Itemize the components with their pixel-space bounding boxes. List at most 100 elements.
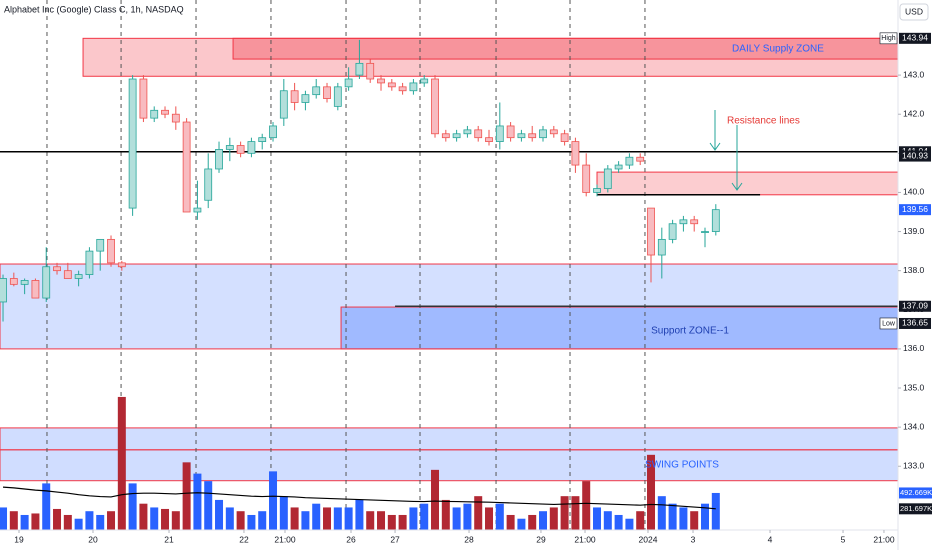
y-tick-label: 139.0 — [903, 226, 925, 236]
price-axis — [898, 0, 932, 550]
volume-bar — [53, 508, 62, 530]
volume-bar — [63, 514, 72, 530]
volume-bar — [679, 507, 688, 530]
currency-box[interactable] — [899, 3, 929, 21]
candle-body — [366, 62, 375, 80]
candle-body — [463, 129, 472, 135]
candle-body — [495, 125, 504, 142]
chart-title: Alphabet Inc (Google) Class C, 1h, NASDA… — [4, 4, 184, 14]
volume-bar — [85, 511, 94, 530]
price-label: 143.94 — [902, 33, 928, 43]
y-tick-label: 143.0 — [903, 69, 925, 79]
y-tick-label: 135.0 — [903, 382, 925, 392]
zone — [82, 37, 899, 77]
price-label: 140.93 — [902, 150, 928, 160]
volume-bar — [333, 507, 342, 530]
volume-bar — [549, 507, 558, 530]
candle-body — [9, 278, 18, 285]
candle-body — [441, 133, 450, 139]
candle-body — [182, 121, 191, 213]
candle-body — [506, 125, 515, 139]
volume-bar — [614, 514, 623, 530]
volume-bar — [301, 511, 310, 530]
candle-body — [107, 238, 115, 264]
candle-body — [139, 78, 148, 119]
volume-bar — [193, 473, 202, 530]
x-tick-label: 5 — [841, 534, 846, 544]
volume-bar — [0, 507, 8, 530]
volume-bar — [647, 454, 656, 530]
volume-bar — [139, 503, 148, 530]
candle-body — [96, 238, 105, 252]
candle-body — [582, 164, 591, 193]
candle-body — [398, 86, 407, 92]
candle-body — [668, 223, 677, 240]
candle-body — [647, 207, 655, 256]
volume-bar — [269, 471, 278, 530]
zone — [596, 171, 899, 196]
candle-body — [225, 145, 234, 150]
volume-bar — [452, 507, 461, 530]
horizontal-lines — [0, 151, 898, 308]
volume-bar — [9, 511, 18, 530]
candle-body — [549, 129, 558, 135]
candle-body — [301, 94, 310, 103]
volume-bar — [668, 503, 677, 530]
candle-body — [53, 266, 61, 272]
x-tick-label: 19 — [14, 534, 24, 544]
volume-bar — [474, 496, 483, 530]
candle-body — [420, 78, 429, 84]
candle-body — [690, 219, 699, 225]
candle-body — [679, 219, 688, 225]
arrow-head — [709, 142, 721, 151]
volume-bar — [312, 503, 321, 530]
currency: USD — [905, 6, 923, 16]
candle-body — [161, 109, 169, 115]
volume-bar — [571, 496, 580, 530]
volume-bar — [398, 514, 407, 530]
volume-bar — [431, 469, 440, 530]
x-tick-label: 28 — [464, 534, 474, 544]
candle-body — [517, 133, 526, 139]
y-tick-label: 136.0 — [903, 343, 925, 353]
volume-label: 492.669K — [900, 488, 932, 497]
volume-bar — [258, 511, 267, 530]
candle-body — [247, 141, 256, 154]
candle-body — [279, 90, 288, 119]
volume-bar — [528, 514, 537, 530]
zone-label: DAILY Supply ZONE — [732, 44, 824, 55]
candle-body — [431, 78, 439, 135]
volume-bar — [387, 514, 396, 530]
x-tick-label: 3 — [691, 534, 696, 544]
volume-bar — [215, 499, 224, 530]
candle-body — [150, 109, 159, 119]
volume-bar — [441, 499, 450, 530]
candle-body — [528, 133, 537, 139]
candle-body — [474, 129, 483, 139]
price-label: 139.56 — [902, 204, 928, 214]
volume-bar — [377, 511, 386, 530]
x-tick-label: 26 — [346, 534, 356, 544]
candle-body — [636, 156, 645, 162]
candle-body — [20, 280, 29, 285]
volume-bar — [290, 507, 299, 530]
candle-body — [204, 168, 213, 201]
volume-pane — [0, 396, 720, 530]
candle-body — [42, 266, 51, 299]
volume-bar — [366, 511, 375, 530]
volume-bar — [582, 481, 591, 530]
volume-bar — [657, 496, 666, 530]
volume-bar — [42, 483, 51, 530]
y-tick-label: 142.0 — [903, 108, 925, 118]
candle-body — [452, 133, 461, 139]
volume-bar — [539, 511, 548, 530]
candle-body — [539, 129, 547, 139]
x-tick-label: 27 — [390, 534, 400, 544]
volume-bar — [161, 508, 170, 530]
volume-bar — [225, 507, 234, 530]
x-tick-label: 21 — [164, 534, 174, 544]
price-label-box — [899, 150, 931, 162]
volume-bar — [20, 514, 29, 530]
